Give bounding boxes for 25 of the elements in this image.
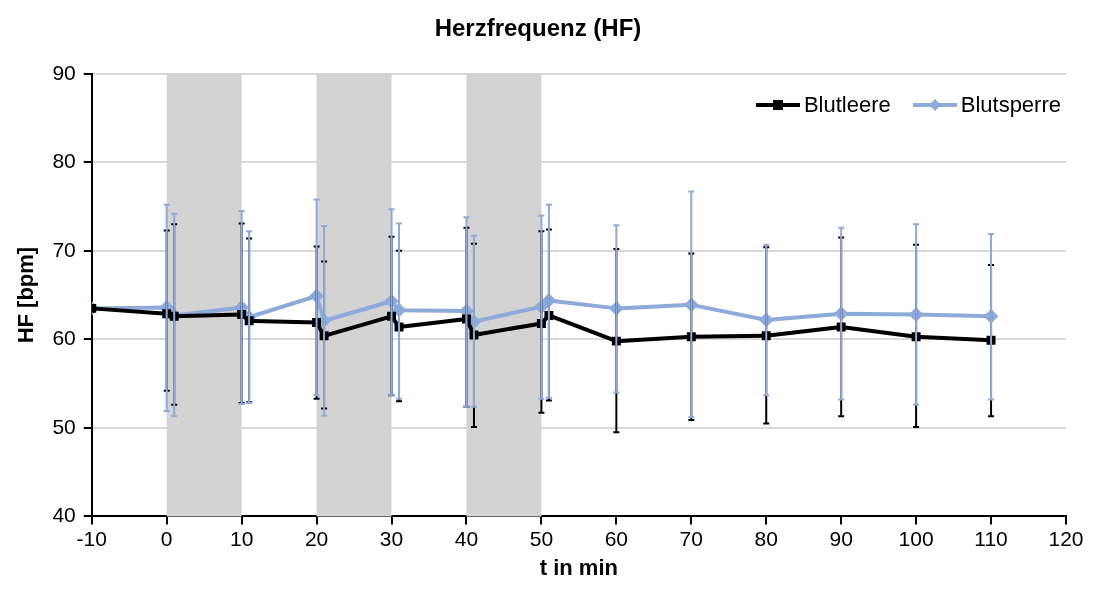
x-tick-label: 120 <box>1048 526 1084 550</box>
y-tick-label: 80 <box>52 149 76 173</box>
x-tick-label: -10 <box>76 526 107 550</box>
x-tick-label: 50 <box>529 526 554 550</box>
y-tick-label: 90 <box>52 60 76 84</box>
x-tick-label: 10 <box>229 526 254 550</box>
x-tick-label: 80 <box>754 526 778 550</box>
x-tick-label: 110 <box>974 526 1008 550</box>
legend-label: Blutleere <box>803 92 891 118</box>
chart-title: Herzfrequenz (HF) <box>434 14 642 42</box>
x-tick-label: 0 <box>160 526 173 550</box>
y-tick-label: 70 <box>52 237 76 261</box>
legend-label: Blutsperre <box>960 92 1061 118</box>
x-tick-label: 70 <box>679 526 703 550</box>
y-tick-label: 50 <box>52 414 76 438</box>
x-tick-label: 90 <box>829 526 853 550</box>
x-tick-label: 100 <box>898 526 934 550</box>
x-axis-title: t in min <box>539 554 618 580</box>
y-tick-label: 40 <box>52 503 76 527</box>
x-tick-label: 60 <box>604 526 629 550</box>
y-axis-title: HF [bpm] <box>13 246 39 344</box>
x-tick-label: 30 <box>379 526 404 550</box>
x-tick-label: 40 <box>454 526 479 550</box>
x-tick-label: 20 <box>304 526 329 550</box>
y-tick-label: 60 <box>52 326 76 350</box>
